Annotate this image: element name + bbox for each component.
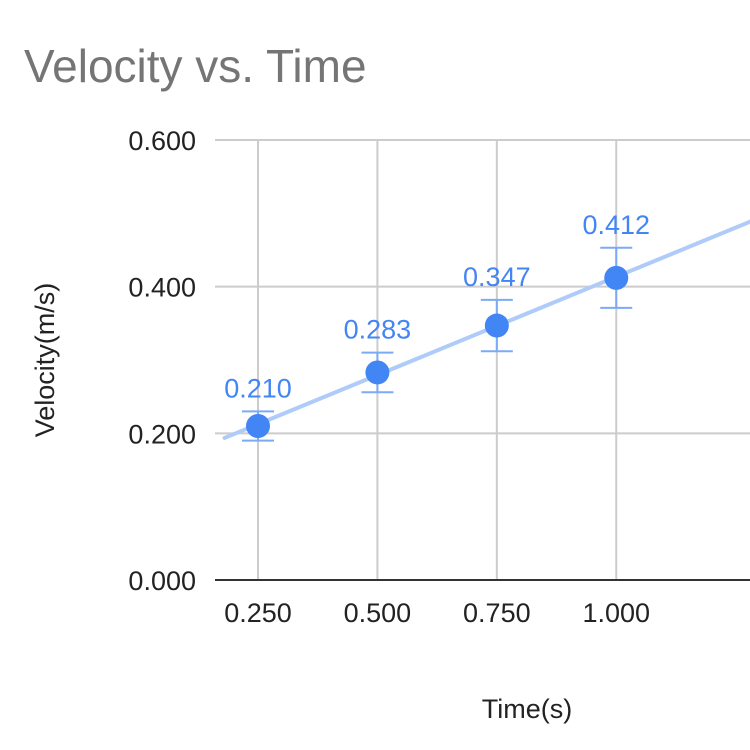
data-point xyxy=(604,265,629,290)
tick-labels: 0.000 0.200 0.400 0.600 0.250 0.500 0.750 1.000 xyxy=(128,126,650,628)
data-point xyxy=(245,414,270,438)
data-label: 0.347 xyxy=(463,262,531,292)
data-point xyxy=(484,313,509,338)
chart-title: Velocity vs. Time xyxy=(24,40,367,92)
y-axis-label: Velocity(m/s) xyxy=(30,283,60,438)
y-tick-label: 0.600 xyxy=(128,126,196,156)
y-tick-label: 0.000 xyxy=(128,566,196,596)
x-tick-label: 1.000 xyxy=(582,598,650,628)
data-labels: 0.210 0.283 0.347 0.412 xyxy=(224,210,650,404)
grid xyxy=(215,139,750,581)
x-axis-label: Time(s) xyxy=(482,694,572,724)
y-tick-label: 0.400 xyxy=(128,273,196,303)
y-tick-label: 0.200 xyxy=(128,419,196,449)
error-bars xyxy=(241,246,633,442)
data-point xyxy=(365,360,390,385)
data-label: 0.283 xyxy=(344,315,412,345)
x-tick-label: 0.750 xyxy=(463,598,531,628)
x-tick-label: 0.500 xyxy=(344,598,412,628)
data-label: 0.210 xyxy=(224,373,292,403)
data-points xyxy=(245,265,629,438)
data-label: 0.412 xyxy=(582,210,650,240)
x-tick-label: 0.250 xyxy=(224,598,292,628)
